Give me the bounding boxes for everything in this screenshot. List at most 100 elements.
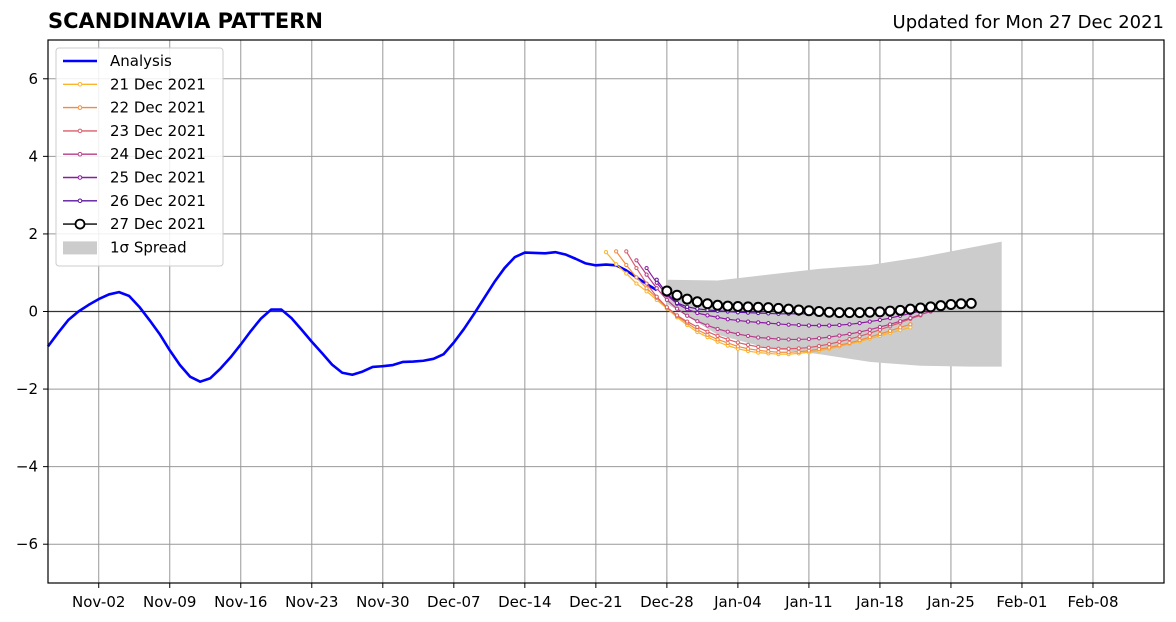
series-d24-point: [664, 297, 669, 302]
series-d22-point: [735, 344, 740, 349]
series-d22-point: [908, 322, 913, 327]
series-d24-point: [644, 272, 649, 277]
series-d25-point: [644, 265, 649, 271]
series-d23-point: [634, 265, 639, 271]
series-d22-point: [756, 348, 761, 353]
series-d22-point: [827, 345, 832, 350]
series-d25-point: [705, 313, 710, 318]
y-tick-label: −2: [16, 380, 38, 398]
y-tick-label: 6: [28, 70, 38, 88]
series-d22-point: [725, 340, 730, 346]
series-d26-point: [685, 304, 690, 309]
series-d27-point: [955, 298, 967, 310]
series-d22-point: [786, 350, 791, 355]
legend-marker-d21: [77, 82, 83, 87]
series-d25-point: [827, 323, 832, 328]
series-d27-point: [813, 306, 825, 317]
legend-marker-d22: [77, 105, 83, 110]
series-d24-point: [756, 335, 761, 340]
series-d23-point: [674, 313, 680, 318]
series-d27-point: [691, 296, 703, 308]
series-d27-point: [833, 307, 845, 319]
series-d23-point: [776, 346, 781, 351]
series-d23-point: [735, 340, 740, 345]
series-d24-point: [654, 286, 659, 291]
legend-box: [55, 47, 224, 267]
y-tick-label: 4: [28, 147, 38, 165]
series-d25-point: [837, 322, 842, 328]
series-d23-point: [847, 336, 852, 342]
x-tick-label: Dec-07: [427, 593, 481, 611]
series-d24-point: [776, 336, 781, 342]
legend-marker-d23: [77, 128, 83, 134]
x-tick-label: Feb-01: [996, 593, 1047, 611]
series-d25-point: [887, 315, 893, 321]
x-tick-label: Nov-23: [285, 593, 338, 611]
series-d24-point: [847, 331, 852, 337]
series-d22-point: [644, 286, 649, 291]
series-d25-point: [847, 322, 852, 327]
x-tick-label: Nov-09: [143, 593, 196, 611]
series-d27-point: [884, 305, 896, 317]
series-analysis-line: [46, 250, 658, 384]
series-d22-point: [857, 338, 862, 343]
series-d26-point: [674, 300, 680, 306]
series-d22-point: [796, 349, 801, 354]
x-tick-label: Jan-11: [784, 593, 833, 611]
series-d22-point: [715, 337, 720, 342]
series-d23-point: [786, 346, 791, 351]
series-d27-point: [823, 306, 835, 318]
legend-label: 21 Dec 2021: [110, 75, 206, 93]
series-d21-point: [634, 281, 639, 286]
series-d23-point: [644, 281, 649, 286]
series-d25-point: [725, 317, 730, 322]
series-d27-point: [762, 302, 774, 314]
legend-label: 26 Dec 2021: [110, 192, 206, 210]
series-d27-point: [671, 289, 683, 301]
series-d21-point: [614, 262, 619, 267]
series-d27-point: [915, 302, 927, 314]
legend-label: 22 Dec 2021: [110, 99, 206, 117]
series-d24-point: [685, 313, 690, 318]
series-d27-point: [783, 303, 795, 315]
series-lines: [46, 249, 1164, 384]
series-d24-point: [806, 336, 812, 342]
series-d25-point: [735, 318, 740, 323]
series-d25-point: [816, 323, 822, 328]
series-d25-point: [796, 322, 801, 328]
series-d25-point: [776, 321, 781, 327]
series-d23-point: [756, 344, 761, 349]
legend-swatch-spread: [63, 241, 97, 255]
series-d24-point: [725, 329, 730, 334]
series-d24-point: [634, 258, 639, 263]
series-d23-point: [654, 294, 659, 299]
series-d24-point: [735, 331, 740, 337]
series-d22-point: [887, 328, 893, 333]
series-d24-point: [705, 323, 710, 328]
y-tick-label: −4: [16, 458, 38, 476]
series-d22-point: [867, 334, 872, 340]
legend-label: 27 Dec 2021: [110, 215, 206, 233]
series-d26-point: [654, 277, 659, 282]
series-d27-point: [732, 300, 744, 312]
x-tick-label: Nov-30: [356, 593, 409, 611]
series-d27-point: [904, 303, 916, 315]
series-d24-point: [867, 327, 872, 332]
series-d27-point: [864, 306, 876, 318]
legend-label: 1σ Spread: [110, 238, 187, 256]
x-tick-label: Jan-18: [855, 593, 904, 611]
series-d27-point: [701, 298, 713, 310]
updated-date: Updated for Mon 27 Dec 2021: [892, 12, 1164, 33]
series-d23-point: [837, 339, 842, 344]
series-d24-point: [877, 324, 883, 330]
legend-marker-d27: [74, 218, 86, 230]
y-tick-label: −6: [16, 535, 38, 553]
series-d27-point: [925, 301, 937, 313]
series-d24-point: [674, 306, 680, 311]
series-d22-point: [776, 350, 781, 355]
series-d23-point: [705, 329, 710, 334]
spread-area: [666, 241, 1002, 367]
x-axis: Nov-02 Nov-09 Nov-16 Nov-23 Nov-30 Dec-07 Dec-…: [72, 583, 1119, 611]
series-d24-point: [695, 319, 700, 324]
